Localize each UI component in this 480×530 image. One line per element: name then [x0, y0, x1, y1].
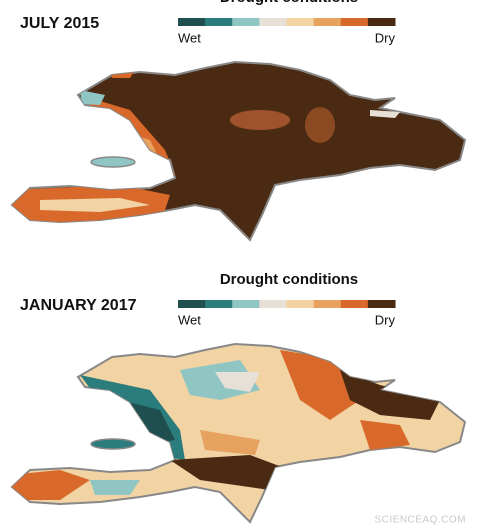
legend-swatch [205, 300, 233, 308]
legend-swatch [286, 300, 315, 308]
map-2017 [11, 343, 466, 523]
legend-dry: Dry [375, 312, 396, 327]
legend-swatch [313, 300, 342, 308]
map-2015 [11, 61, 466, 241]
legend-title: Drought conditions [220, 0, 358, 6]
legend-swatch [313, 18, 342, 26]
legend-swatch [232, 300, 260, 308]
legend-wet: Wet [178, 312, 201, 327]
legend-title: Drought conditions [220, 271, 358, 288]
legend-swatch [259, 300, 287, 308]
panel-title: JULY 2015 [20, 15, 99, 32]
legend-wet: Wet [178, 30, 201, 45]
legend-swatch [340, 18, 369, 26]
legend-swatch [178, 300, 206, 308]
legend-swatch [205, 18, 233, 26]
legend-dry: Dry [375, 30, 396, 45]
legend-swatch [367, 300, 396, 308]
panel-title: JANUARY 2017 [20, 297, 137, 314]
legend-swatch [232, 18, 260, 26]
legend-swatch [178, 18, 206, 26]
legend-swatch [259, 18, 287, 26]
legend-swatch [286, 18, 315, 26]
panels: JULY 2015 Drought conditions Wet Dry JANUARY… [20, 0, 396, 327]
legend-swatch [367, 18, 396, 26]
legend-swatch [340, 300, 369, 308]
watermark: SCIENCEAQ.COM [374, 515, 466, 526]
